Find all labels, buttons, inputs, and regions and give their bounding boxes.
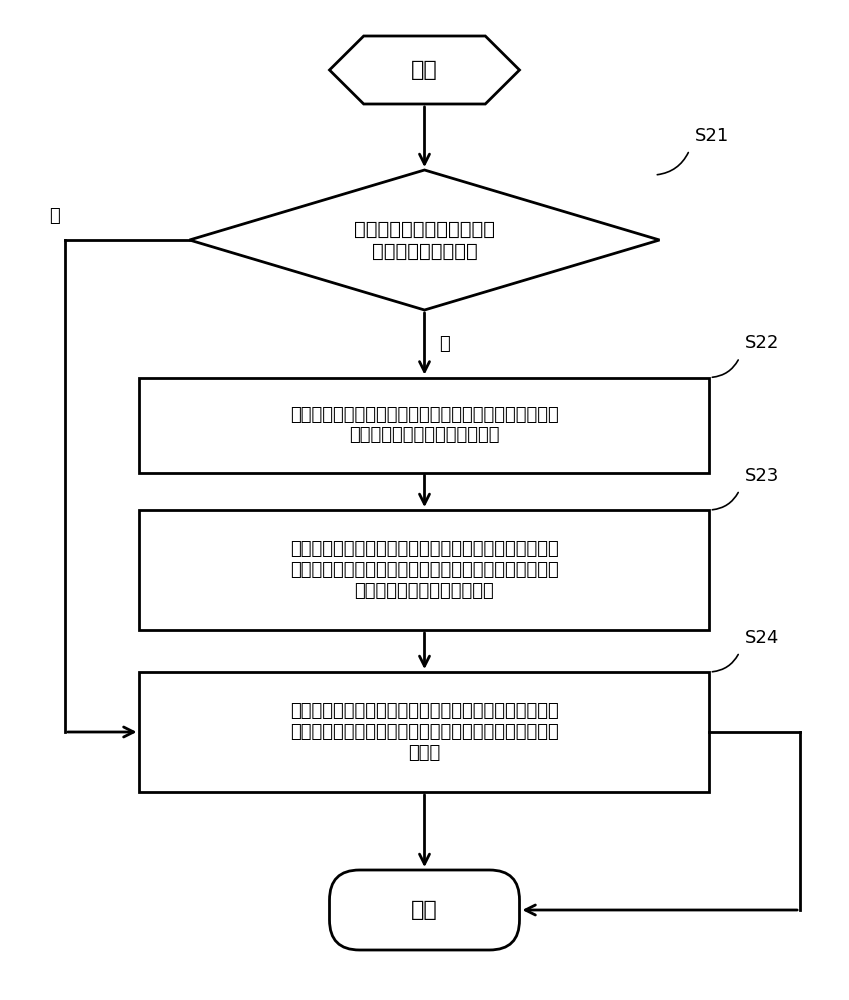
Text: 结束: 结束 [411, 900, 438, 920]
FancyBboxPatch shape [329, 870, 520, 950]
Text: 开始: 开始 [411, 60, 438, 80]
Text: S23: S23 [745, 467, 779, 485]
Text: 当所述入侵侵测单元侵测到所述防护壳体没被入侵时，根
据一内容源控制输出的显示信号控制所述显示屏播放所述
内容源: 当所述入侵侵测单元侵测到所述防护壳体没被入侵时，根 据一内容源控制输出的显示信号… [290, 702, 559, 762]
Polygon shape [329, 36, 520, 104]
Text: 否: 否 [49, 207, 60, 225]
Text: S22: S22 [745, 334, 779, 353]
Text: S24: S24 [745, 629, 779, 647]
Text: 所述入侵侵测单元侵测所述
防护壳体是否被入侵: 所述入侵侵测单元侵测所述 防护壳体是否被入侵 [354, 220, 495, 260]
Text: 当所述安全管理芯片接收到所述入侵信号时，控制产生警
告信号，所述安全管理芯片根据所述入侵信号切断显示信
号的传输并记录所述入侵事件: 当所述安全管理芯片接收到所述入侵信号时，控制产生警 告信号，所述安全管理芯片根据… [290, 540, 559, 600]
FancyBboxPatch shape [139, 672, 710, 792]
Polygon shape [189, 170, 660, 310]
Text: 是: 是 [440, 335, 450, 353]
Text: 当所述入侵侵测单元侵测到所述防护壳体被入侵时，产生
一入侵信号至所述安全管理芯片: 当所述入侵侵测单元侵测到所述防护壳体被入侵时，产生 一入侵信号至所述安全管理芯片 [290, 406, 559, 444]
FancyBboxPatch shape [139, 510, 710, 630]
FancyBboxPatch shape [139, 377, 710, 473]
Text: S21: S21 [694, 127, 728, 145]
